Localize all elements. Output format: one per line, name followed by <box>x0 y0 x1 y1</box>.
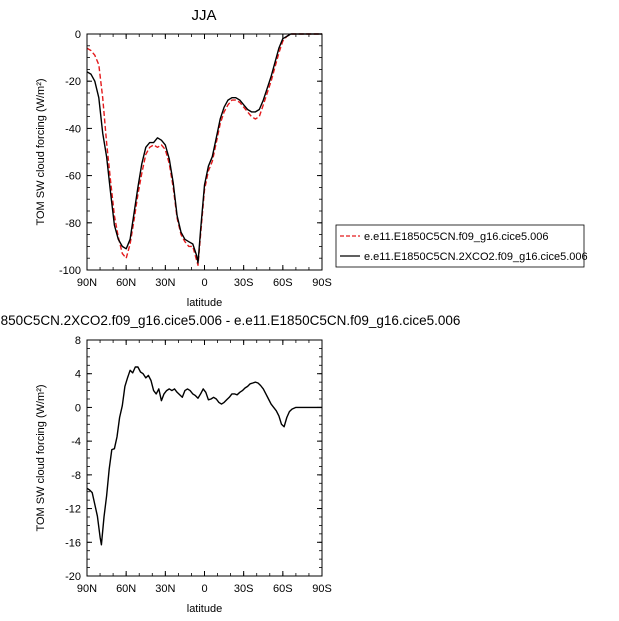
y-tick-label: 8 <box>75 335 81 347</box>
legend: e.e11.E1850C5CN.f09_g16.cice5.006 e.e11.… <box>335 224 588 268</box>
x-tick-label: 30N <box>155 583 175 595</box>
x-tick-label: 90N <box>77 277 97 289</box>
series-line-1 <box>86 33 322 264</box>
y-tick-label: 0 <box>75 402 81 414</box>
x-tick-label: 0 <box>201 277 207 289</box>
series-line-0 <box>86 33 322 266</box>
x-tick-label: 60N <box>116 583 136 595</box>
bottom-title: e.e11.E1850C5CN.2XCO2.f09_g16.cice5.006 … <box>0 313 460 328</box>
top-series-lines <box>86 33 322 266</box>
legend-label-control: e.e11.E1850C5CN.f09_g16.cice5.006 <box>364 231 549 243</box>
y-tick-label: 0 <box>75 29 81 41</box>
y-tick-label: -16 <box>65 537 81 549</box>
series-line-0 <box>86 366 322 546</box>
top-plot-frame <box>86 33 323 271</box>
bottom-y-axis-label: TOM SW cloud forcing (W/m²) <box>35 384 47 531</box>
top-y-axis-label: TOM SW cloud forcing (W/m²) <box>35 78 47 225</box>
x-tick-label: 60S <box>273 277 293 289</box>
y-tick-label: -40 <box>65 123 81 135</box>
y-tick-label: -80 <box>65 218 81 230</box>
x-tick-label: 90S <box>312 583 332 595</box>
y-tick-label: 4 <box>75 369 81 381</box>
bottom-x-axis-label: latitude <box>187 603 222 615</box>
top-title: JJA <box>191 7 216 24</box>
top-panel: JJA 0-20-40-60-80-100 90N 60N 30N 0 30S 60S 90… <box>35 7 332 309</box>
x-tick-label: 0 <box>201 583 207 595</box>
y-tick-label: -100 <box>59 265 81 277</box>
legend-label-2xco2: e.e11.E1850C5CN.2XCO2.f09_g16.cice5.006 <box>364 251 588 263</box>
y-tick-label: -20 <box>65 76 81 88</box>
x-tick-label: 90N <box>77 583 97 595</box>
top-y-tick-labels: 0 -20 -40 -60 -80 -100 <box>59 29 81 277</box>
y-tick-label: -8 <box>71 470 81 482</box>
bottom-ticks <box>86 339 323 577</box>
x-tick-label: 60N <box>116 277 136 289</box>
bottom-plot-frame <box>86 339 323 577</box>
x-tick-label: 30S <box>234 583 254 595</box>
y-tick-label: -20 <box>65 571 81 583</box>
bottom-series-lines <box>86 366 322 546</box>
x-tick-label: 30S <box>234 277 254 289</box>
bottom-y-tick-labels: 8 4 0 -4 -8 -12 -16 -20 <box>65 335 81 583</box>
legend-box <box>335 224 585 268</box>
top-x-axis-label: latitude <box>187 297 222 309</box>
bottom-panel: e.e11.E1850C5CN.2XCO2.f09_g16.cice5.006 … <box>0 313 460 615</box>
x-tick-label: 30N <box>155 277 175 289</box>
top-ticks <box>86 33 323 271</box>
x-tick-label: 60S <box>273 583 293 595</box>
bottom-x-tick-labels: 90N 60N 30N 0 30S 60S 90S <box>77 583 332 595</box>
y-tick-label: -60 <box>65 171 81 183</box>
y-tick-label: -4 <box>71 436 81 448</box>
x-tick-label: 90S <box>312 277 332 289</box>
top-x-tick-labels: 90N 60N 30N 0 30S 60S 90S <box>77 277 332 289</box>
y-tick-label: -12 <box>65 504 81 516</box>
